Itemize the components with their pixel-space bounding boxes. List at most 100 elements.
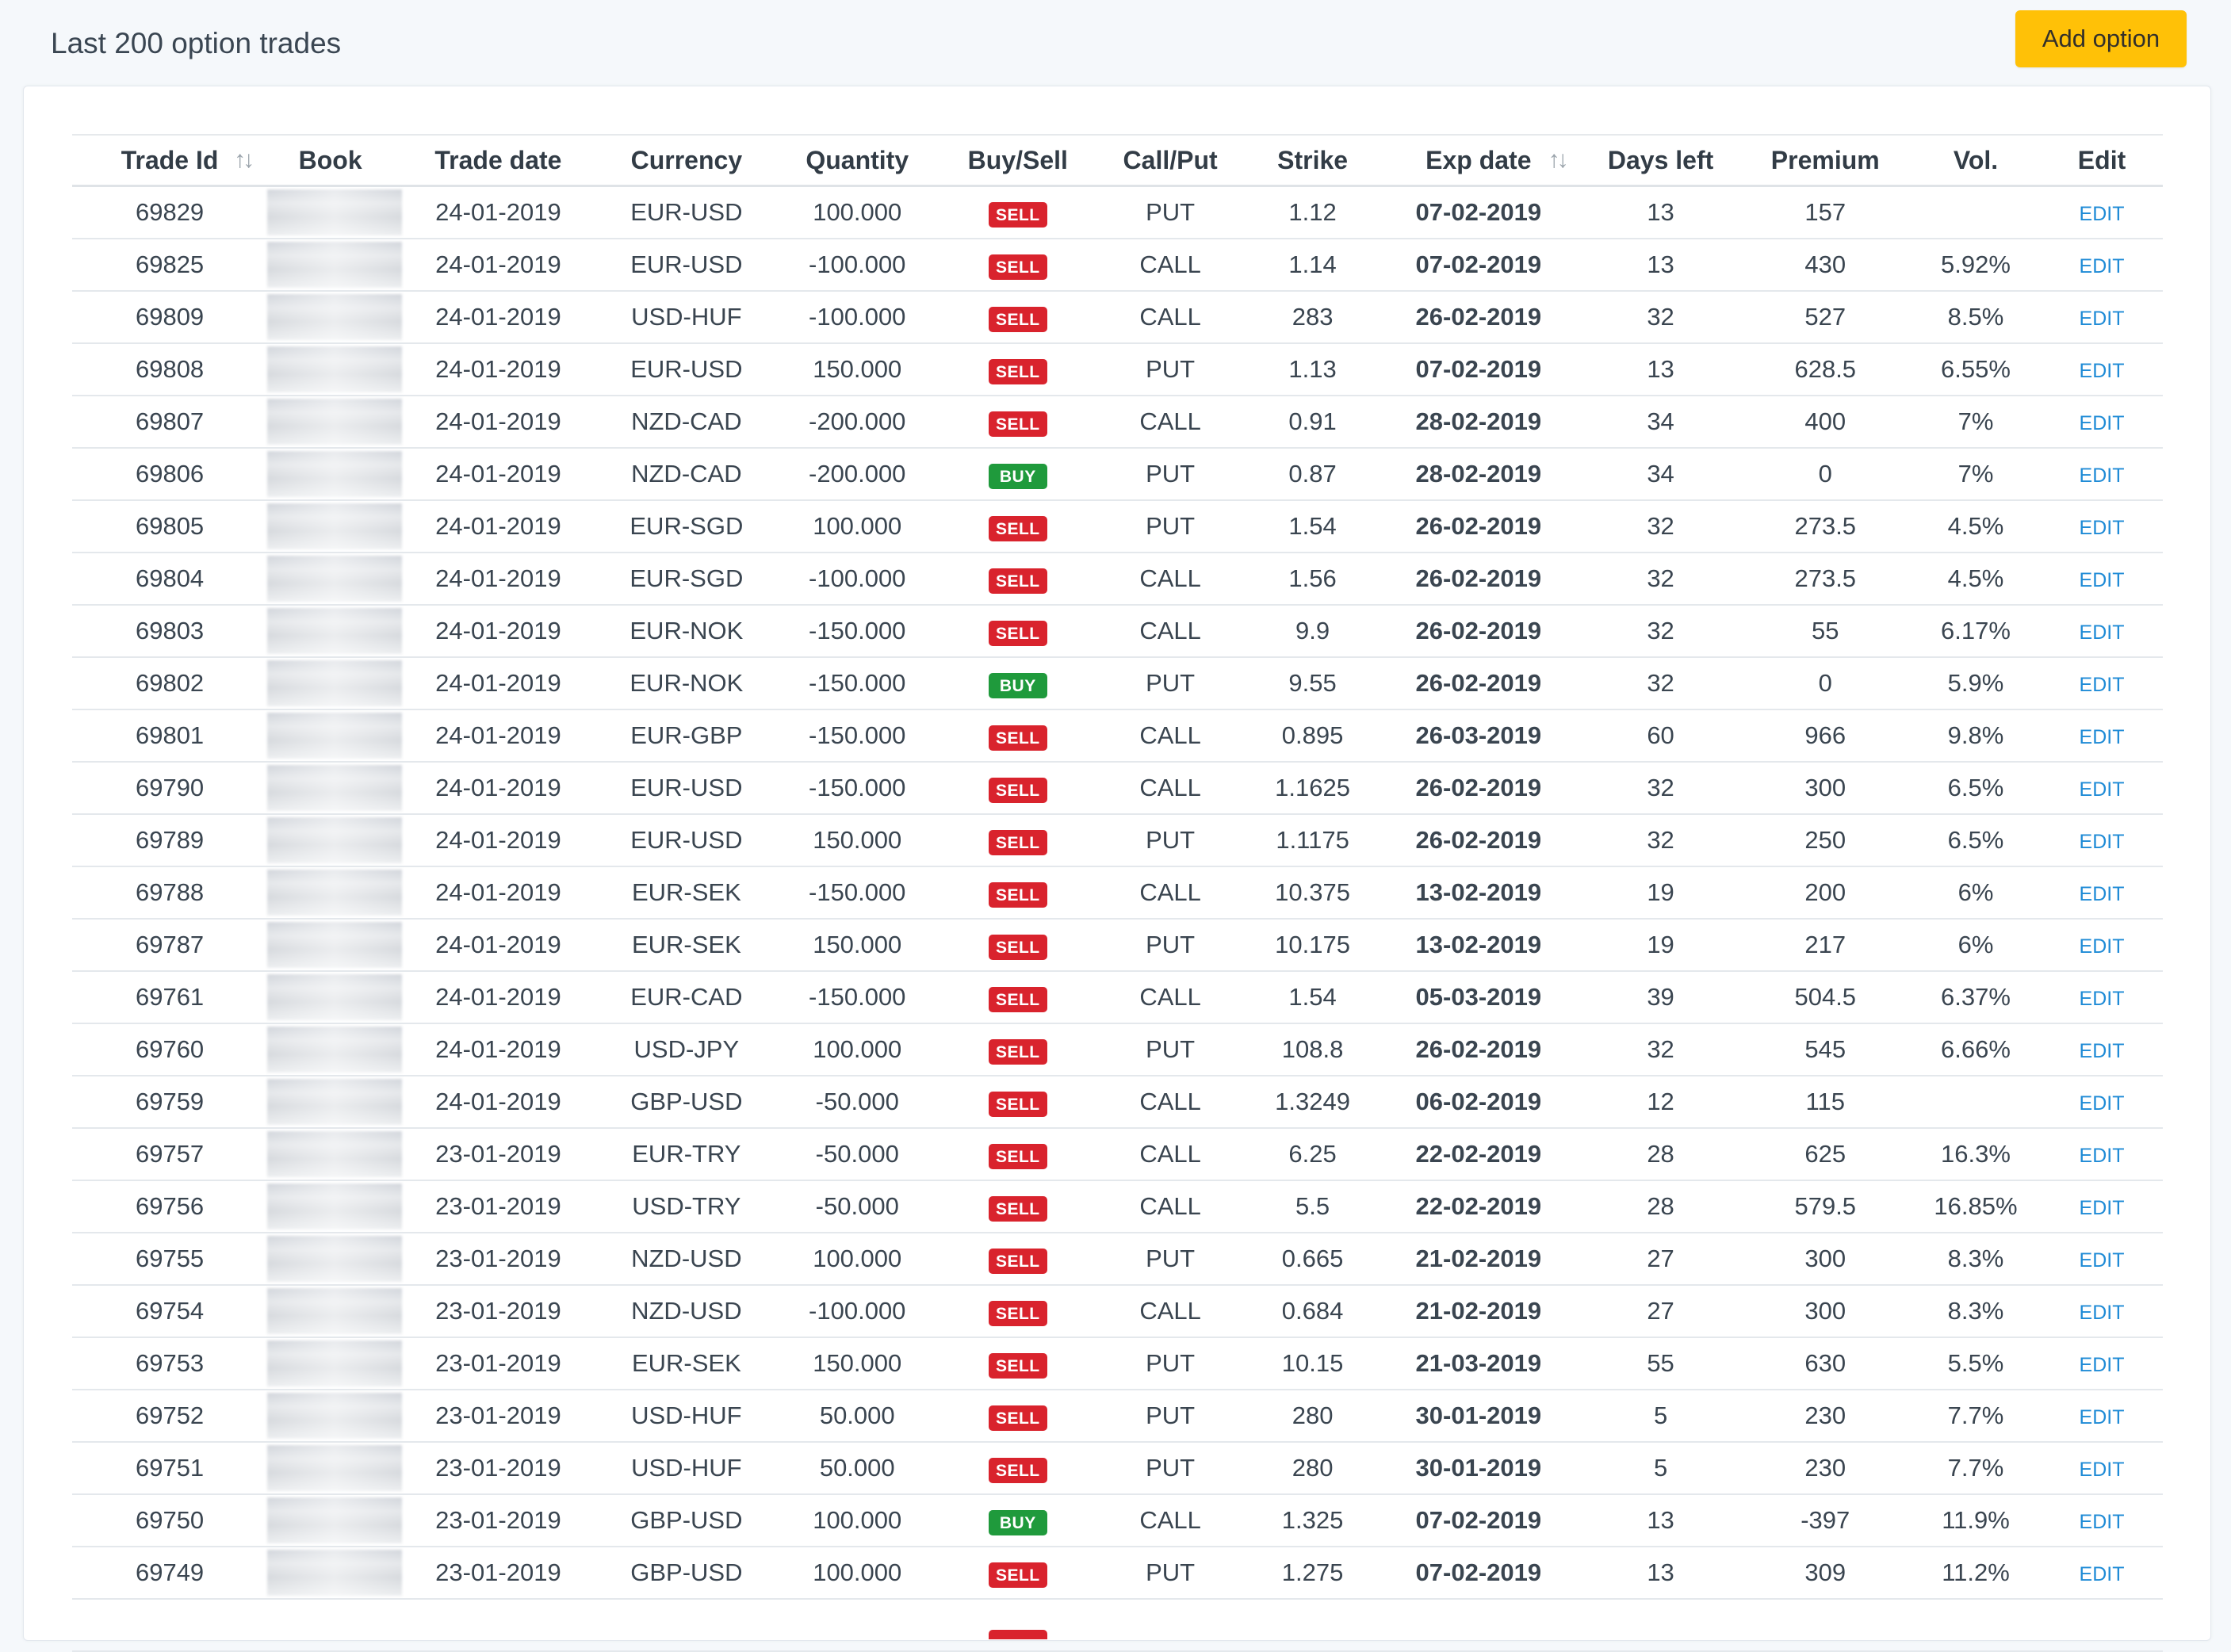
edit-link[interactable]: EDIT (2079, 1145, 2125, 1167)
quantity-cell: -200.000 (769, 448, 945, 501)
book-cell (267, 1233, 403, 1286)
edit-link[interactable]: EDIT (2079, 517, 2125, 539)
edit-link[interactable]: EDIT (2079, 1040, 2125, 1062)
book-redacted (267, 1027, 403, 1073)
edit-link[interactable]: EDIT (2079, 674, 2125, 696)
strike-cell: 1.325 (1249, 1494, 1376, 1547)
currency-cell: NZD-CAD (603, 448, 770, 501)
book-redacted (267, 294, 403, 340)
days-left-cell: 13 (1581, 185, 1740, 239)
edit-link[interactable]: EDIT (2079, 1197, 2125, 1219)
edit-link[interactable]: EDIT (2079, 726, 2125, 748)
column-header-exp-date[interactable]: Exp date ↑↓ (1376, 134, 1582, 187)
sell-badge (988, 1630, 1047, 1639)
edit-link[interactable]: EDIT (2079, 1563, 2125, 1585)
side-cell: SELL (944, 605, 1092, 658)
edit-link[interactable]: EDIT (2079, 203, 2125, 225)
book-redacted (267, 974, 403, 1020)
edit-link[interactable]: EDIT (2079, 1302, 2125, 1324)
exp-date-cell: 26-02-2019 (1376, 553, 1582, 606)
strike-cell: 1.275 (1249, 1547, 1376, 1600)
edit-link[interactable]: EDIT (2079, 1249, 2125, 1272)
edit-link[interactable]: EDIT (2079, 1511, 2125, 1533)
strike-cell: 1.3249 (1249, 1076, 1376, 1129)
edit-cell: EDIT (2041, 1180, 2163, 1233)
edit-link[interactable]: EDIT (2079, 1406, 2125, 1428)
edit-link[interactable]: EDIT (2079, 412, 2125, 434)
column-header-trade-id[interactable]: Trade Id ↑↓ (72, 134, 268, 187)
trades-card: Trade Id ↑↓ Book Trade date Currency Quantity… (23, 86, 2211, 1652)
trade-date-cell: 23-01-2019 (393, 1180, 603, 1233)
add-option-button[interactable]: Add option (2015, 10, 2187, 67)
sell-badge: SELL (988, 1038, 1047, 1065)
table-row: 69789 24-01-2019 EUR-USD 150.000 SELL PUT 1.11… (72, 814, 2163, 867)
edit-link[interactable]: EDIT (2079, 1459, 2125, 1481)
strike-cell: 1.12 (1249, 185, 1376, 239)
trade-id-cell: 69809 (72, 291, 268, 344)
column-header-premium: Premium (1739, 134, 1911, 187)
sort-icon[interactable]: ↑↓ (1548, 147, 1569, 173)
call-put-cell: PUT (1091, 1442, 1250, 1495)
strike-cell: 9.55 (1249, 657, 1376, 710)
side-cell: SELL (944, 709, 1092, 763)
trade-id-cell: 69761 (72, 971, 268, 1024)
trade-id-cell: 69755 (72, 1233, 268, 1286)
trade-id-cell: 69788 (72, 866, 268, 920)
strike-cell: 1.1175 (1249, 814, 1376, 867)
edit-link[interactable]: EDIT (2079, 255, 2125, 277)
edit-link[interactable]: EDIT (2079, 1092, 2125, 1115)
vol-cell: 4.5% (1910, 500, 2042, 553)
side-cell: SELL (944, 1128, 1092, 1181)
edit-link[interactable]: EDIT (2079, 883, 2125, 905)
book-redacted (267, 870, 403, 916)
strike-cell: 0.87 (1249, 448, 1376, 501)
book-redacted (267, 1393, 403, 1439)
edit-cell: EDIT (2041, 448, 2163, 501)
call-put-cell: CALL (1091, 1494, 1250, 1547)
edit-cell: EDIT (2041, 185, 2163, 239)
edit-link[interactable]: EDIT (2079, 465, 2125, 487)
days-left-cell: 32 (1581, 657, 1740, 710)
edit-link[interactable]: EDIT (2079, 621, 2125, 644)
partial-cell (393, 1599, 603, 1652)
exp-date-cell: 21-02-2019 (1376, 1285, 1582, 1338)
vol-cell: 11.9% (1910, 1494, 2042, 1547)
quantity-cell: -150.000 (769, 709, 945, 763)
table-row: 69790 24-01-2019 EUR-USD -150.000 SELL CALL 1.… (72, 762, 2163, 815)
premium-cell: -397 (1739, 1494, 1911, 1547)
edit-link[interactable]: EDIT (2079, 988, 2125, 1010)
side-cell: SELL (944, 396, 1092, 449)
edit-link[interactable]: EDIT (2079, 1354, 2125, 1376)
premium-cell: 230 (1739, 1390, 1911, 1443)
edit-link[interactable]: EDIT (2079, 778, 2125, 801)
vol-cell: 9.8% (1910, 709, 2042, 763)
book-redacted (267, 608, 403, 654)
edit-link[interactable]: EDIT (2079, 935, 2125, 958)
edit-link[interactable]: EDIT (2079, 308, 2125, 330)
edit-link[interactable]: EDIT (2079, 831, 2125, 853)
sort-icon[interactable]: ↑↓ (234, 147, 254, 173)
table-row-partial (72, 1599, 2163, 1652)
column-header-call-put: Call/Put (1091, 134, 1250, 187)
page-title: Last 200 option trades (51, 27, 342, 59)
column-header-label: Quantity (806, 145, 909, 174)
sell-badge: SELL (988, 254, 1047, 280)
book-cell (267, 814, 403, 867)
column-header-label: Trade date (434, 145, 562, 174)
side-cell: BUY (944, 448, 1092, 501)
edit-link[interactable]: EDIT (2079, 569, 2125, 591)
premium-cell: 309 (1739, 1547, 1911, 1600)
currency-cell: EUR-SGD (603, 500, 770, 553)
quantity-cell: 100.000 (769, 1494, 945, 1547)
trade-date-cell: 24-01-2019 (393, 971, 603, 1024)
edit-link[interactable]: EDIT (2079, 360, 2125, 382)
column-header-currency: Currency (603, 134, 770, 187)
edit-cell: EDIT (2041, 500, 2163, 553)
vol-cell: 6.66% (1910, 1023, 2042, 1076)
quantity-cell: -50.000 (769, 1128, 945, 1181)
days-left-cell: 32 (1581, 553, 1740, 606)
exp-date-cell: 28-02-2019 (1376, 396, 1582, 449)
exp-date-cell: 13-02-2019 (1376, 866, 1582, 920)
currency-cell: EUR-SGD (603, 553, 770, 606)
quantity-cell: 100.000 (769, 1547, 945, 1600)
